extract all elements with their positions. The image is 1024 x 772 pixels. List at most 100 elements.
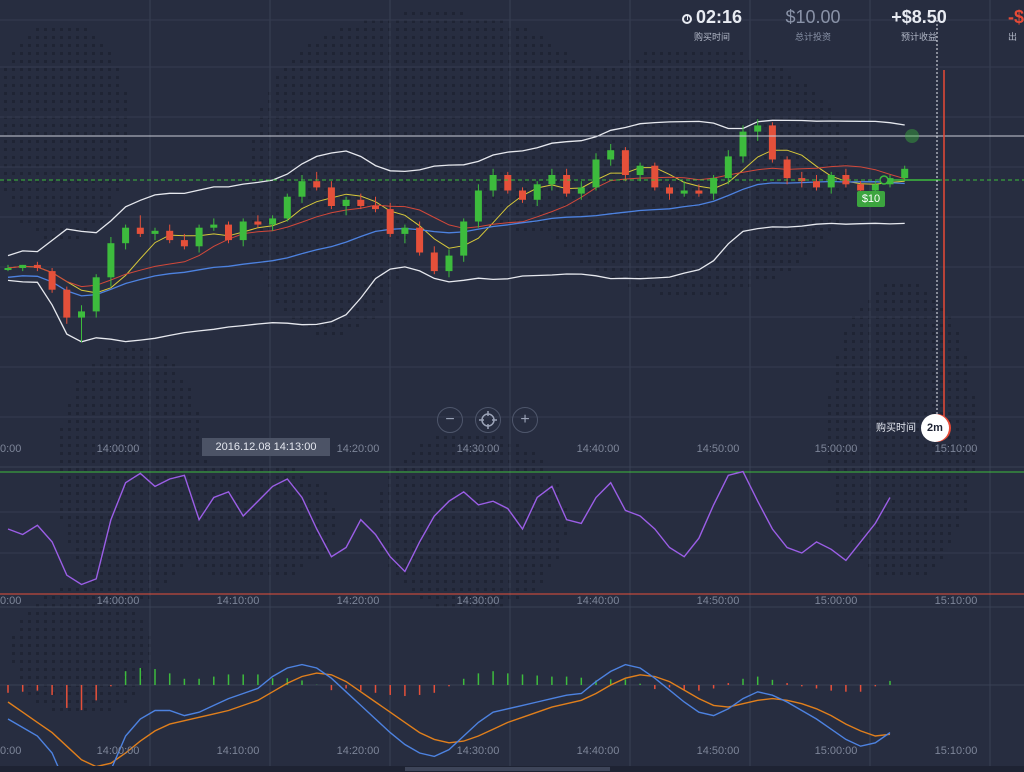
time-axis-label: 14:30:00 — [457, 443, 500, 455]
rsi-line — [7, 470, 891, 586]
candle-body — [592, 159, 600, 188]
center-chart-button[interactable] — [475, 407, 501, 433]
candle-body — [180, 240, 188, 247]
candle-body — [460, 221, 468, 256]
candle-body — [739, 131, 747, 157]
total-investment: $10.00 总计投资 — [778, 6, 848, 43]
candle-body — [842, 175, 850, 185]
expected-profit: +$8.50 预计收益 — [884, 6, 954, 43]
timer-value: 02:16 — [695, 7, 743, 27]
time-axis-label: 14:00:00 — [97, 443, 140, 455]
time-axis-label: 14:40:00 — [577, 443, 620, 455]
candle-body — [680, 190, 688, 194]
candle-body — [563, 175, 571, 194]
purchase-timer: 02:16 购买时间 — [678, 6, 746, 43]
candle-body — [533, 184, 541, 200]
profit-label: 预计收益 — [900, 32, 937, 42]
candle-body — [621, 150, 629, 175]
candle-body — [489, 175, 497, 191]
candle-body — [254, 221, 262, 225]
time-axis-label: 14:20:00 — [337, 443, 380, 455]
candle-body — [342, 199, 350, 206]
candle-body — [48, 271, 56, 290]
stopwatch-icon — [681, 14, 692, 24]
profit-value: +$8.50 — [891, 7, 947, 27]
candle-body — [901, 168, 909, 179]
sell-out-label: 出 — [1008, 32, 1018, 42]
time-axis-label: 14:40:00 — [577, 745, 620, 757]
candle-body — [577, 187, 585, 194]
candle-body — [19, 264, 27, 268]
candle-body — [651, 165, 659, 188]
macd-line — [7, 663, 891, 772]
time-axis-label: 15:00:00 — [815, 443, 858, 455]
investment-tag[interactable]: $10 — [857, 191, 885, 207]
live-price-glow — [905, 129, 919, 143]
time-axis-label: 15:00:00 — [815, 745, 858, 757]
candle-body — [607, 150, 615, 160]
candle-body — [871, 184, 879, 191]
candle-body — [239, 221, 247, 241]
time-axis-label: 15:00:00 — [815, 595, 858, 607]
candle-body — [283, 196, 291, 219]
candle-body — [445, 255, 453, 272]
candle-body — [151, 230, 159, 234]
candle-body — [474, 190, 482, 222]
time-axis-edge-label: 0:00 — [0, 443, 21, 455]
expiry-badge[interactable]: 2m — [921, 414, 949, 442]
candle-body — [372, 206, 379, 210]
candle-body — [666, 187, 673, 194]
timer-label: 购买时间 — [693, 32, 730, 42]
candle-body — [386, 209, 394, 234]
time-axis-label: 14:30:00 — [457, 595, 500, 607]
time-axis-label: 15:10:00 — [935, 443, 978, 455]
candle-body — [857, 184, 865, 191]
hover-time-tag: 2016.12.08 14:13:00 — [202, 438, 330, 456]
candle-body — [695, 190, 703, 194]
time-axis-edge-label: 0:00 — [0, 745, 21, 757]
trade-entry-marker — [879, 175, 889, 185]
time-axis-label: 14:00:00 — [97, 745, 140, 757]
candle-body — [813, 181, 820, 188]
candle-body — [357, 199, 365, 206]
time-axis-edge-label: 0:00 — [0, 595, 21, 607]
candle-body — [548, 175, 556, 185]
horizontal-scrollbar-thumb — [405, 767, 610, 771]
candle-body — [78, 311, 85, 318]
candle-body — [827, 175, 835, 188]
zoom-out-button[interactable]: − — [437, 407, 463, 433]
candle-body — [768, 125, 776, 160]
time-axis-label: 14:50:00 — [697, 745, 740, 757]
candle-body — [313, 181, 321, 188]
candle-body — [122, 227, 130, 244]
zoom-in-button[interactable]: + — [512, 407, 538, 433]
candle-body — [269, 218, 277, 225]
candle-body — [783, 159, 791, 179]
moving-average-medium — [7, 165, 905, 288]
candle-body — [195, 227, 203, 247]
time-axis-label: 14:30:00 — [457, 745, 500, 757]
moving-average-slow — [7, 180, 905, 297]
candle-body — [136, 227, 144, 234]
investment-value: $10.00 — [785, 7, 841, 27]
time-axis-label: 14:00:00 — [97, 595, 140, 607]
time-axis-label: 14:10:00 — [217, 745, 260, 757]
time-axis-label: 14:50:00 — [697, 443, 740, 455]
candle-body — [327, 187, 335, 206]
time-axis-label: 15:10:00 — [935, 595, 978, 607]
candle-body — [636, 165, 644, 175]
candle-body — [63, 289, 71, 318]
sell-out-panel[interactable]: -$ 出 — [1008, 6, 1024, 43]
candle-body — [886, 178, 894, 185]
candle-body — [33, 264, 41, 268]
time-axis-label: 14:10:00 — [217, 595, 260, 607]
candle-body — [166, 230, 174, 241]
candle-body — [107, 243, 115, 278]
time-axis-label: 14:20:00 — [337, 595, 380, 607]
candle-body — [710, 178, 718, 194]
sell-out-value: -$ — [1008, 7, 1024, 27]
candle-body — [92, 277, 100, 312]
